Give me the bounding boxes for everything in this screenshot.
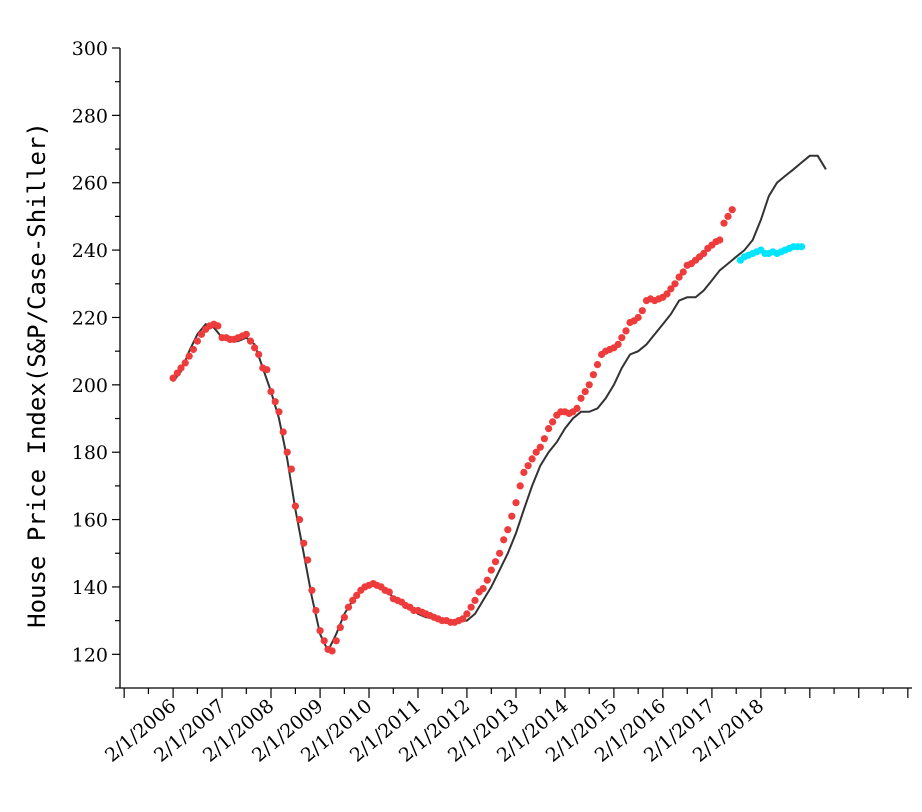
fitted-point	[271, 398, 279, 406]
fitted-point	[181, 359, 189, 367]
y-tick-label: 280	[72, 105, 108, 127]
y-tick-label: 140	[72, 577, 108, 599]
fitted-point	[634, 313, 642, 322]
plot-area	[169, 154, 827, 655]
fitted-point	[500, 536, 508, 544]
fitted-point	[189, 345, 197, 354]
fitted-point	[246, 337, 255, 345]
fitted-point	[263, 366, 271, 374]
y-axis-title: House Price Index(S&P/Case-Shiller)	[23, 122, 51, 628]
y-tick-label: 120	[72, 644, 108, 666]
fitted-point	[349, 596, 357, 605]
y-tick-label: 220	[72, 307, 108, 329]
fitted-point	[177, 364, 185, 372]
fitted-point	[663, 290, 671, 298]
fitted-point	[267, 388, 275, 396]
fitted-point	[344, 603, 353, 611]
fitted-point	[340, 613, 348, 621]
fitted-point	[471, 596, 479, 605]
fitted-point	[638, 307, 646, 315]
fitted-point	[679, 268, 687, 276]
fitted-point	[716, 236, 724, 244]
forecast-point	[798, 243, 806, 251]
fitted-point	[463, 610, 471, 618]
fitted-point	[214, 322, 222, 330]
fitted-point	[483, 576, 491, 584]
y-tick-label: 300	[72, 38, 108, 60]
fitted-point	[385, 588, 393, 596]
fitted-point	[496, 549, 504, 557]
fitted-point	[479, 585, 487, 593]
fitted-point	[589, 371, 598, 379]
fitted-point	[700, 249, 708, 258]
fitted-point	[487, 566, 495, 574]
fitted-point	[532, 448, 540, 456]
fitted-point	[197, 330, 206, 338]
fitted-point	[549, 418, 557, 426]
fitted-point	[504, 526, 512, 534]
fitted-point	[728, 206, 736, 214]
fitted-point	[671, 280, 679, 288]
fitted-point	[724, 212, 732, 220]
fitted-point	[536, 443, 544, 451]
fitted-point	[193, 337, 201, 345]
fitted-point	[459, 615, 467, 623]
y-tick-label: 260	[72, 173, 108, 195]
fitted-point	[304, 556, 312, 564]
fitted-point	[520, 468, 528, 476]
fitted-point	[581, 388, 589, 396]
fitted-point	[667, 285, 675, 293]
fitted-point	[622, 327, 630, 335]
fitted-point	[173, 369, 181, 377]
fitted-point	[316, 627, 324, 635]
fitted-point	[300, 539, 308, 547]
fitted-point	[545, 425, 553, 433]
fitted-point	[291, 502, 299, 510]
fitted-point	[585, 381, 593, 389]
fitted-point	[328, 647, 336, 655]
fitted-point	[524, 462, 532, 470]
y-tick-label: 200	[72, 375, 108, 397]
y-tick-label: 160	[72, 510, 108, 532]
fitted-point	[251, 344, 259, 352]
fitted-point	[675, 273, 683, 281]
fitted-point	[577, 394, 585, 402]
fitted-point	[614, 340, 622, 348]
axes	[119, 48, 912, 689]
fitted-point	[353, 591, 361, 600]
fitted-point	[283, 448, 291, 456]
fitted-point	[491, 558, 500, 566]
fitted-point	[512, 499, 520, 507]
fitted-point	[287, 465, 295, 473]
y-axis-ticks: 120 140 160 180 200 220 240 260 280 300	[72, 38, 120, 689]
fitted-point	[255, 350, 263, 359]
fitted-point	[308, 586, 316, 594]
fitted-point	[312, 606, 320, 615]
y-tick-label: 240	[72, 240, 108, 262]
fitted-point	[508, 512, 516, 520]
fitted-point	[320, 637, 328, 645]
fitted-point	[573, 404, 581, 412]
y-tick-label: 180	[72, 442, 108, 464]
fitted-point	[467, 603, 475, 611]
fitted-point	[528, 455, 536, 463]
fitted-point	[275, 408, 283, 416]
fitted-point	[720, 219, 728, 227]
fitted-point	[618, 334, 626, 342]
x-axis-ticks: 2/1/20062/1/20072/1/20082/1/20092/1/2010…	[101, 688, 909, 767]
fitted-point	[169, 374, 177, 382]
fitted-point	[242, 330, 250, 338]
fitted-point	[336, 623, 344, 632]
fitted-point	[332, 637, 340, 645]
fitted-point	[516, 482, 524, 490]
fitted-point	[185, 352, 193, 360]
fitted-point	[593, 361, 602, 369]
fitted-point	[296, 516, 304, 524]
actual-series-line	[172, 154, 827, 654]
fitted-point	[279, 428, 287, 436]
fitted-point	[540, 435, 549, 443]
